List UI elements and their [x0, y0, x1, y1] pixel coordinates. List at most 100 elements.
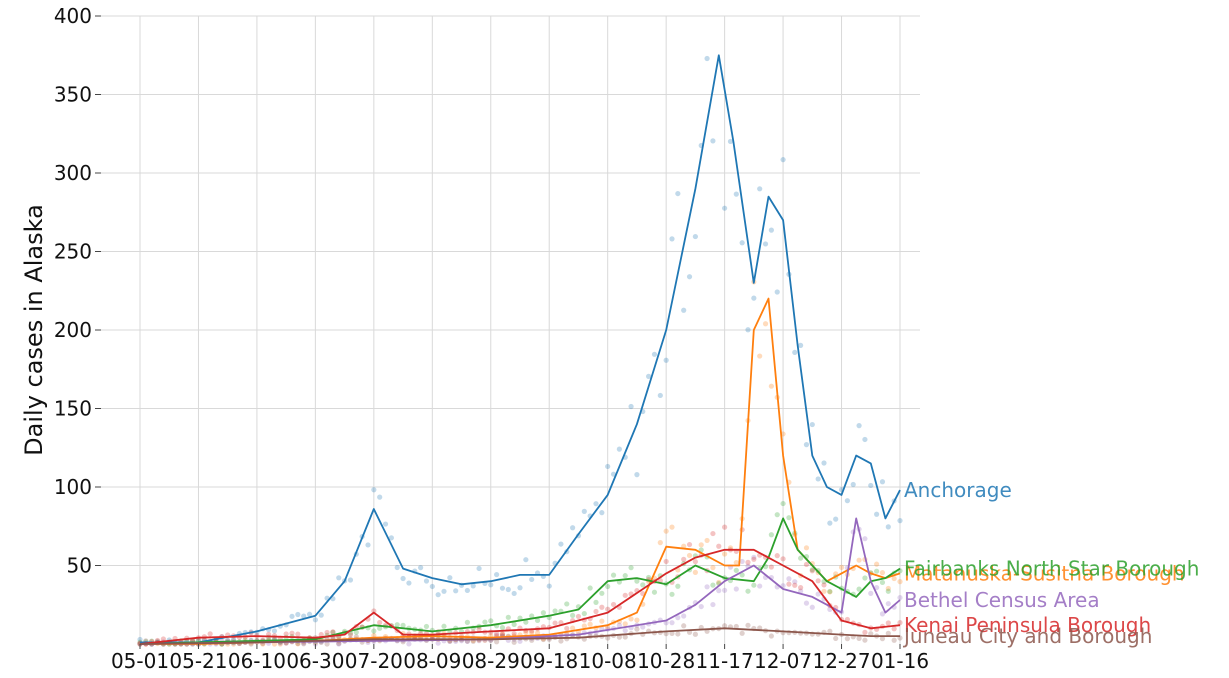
- raw-data-dot: [879, 579, 886, 586]
- raw-data-dot: [505, 614, 511, 620]
- raw-data-dot: [745, 622, 751, 628]
- raw-data-dot: [762, 241, 769, 247]
- x-tick-label: 10-28: [637, 649, 695, 673]
- raw-data-dot: [622, 592, 628, 598]
- raw-data-dot: [482, 619, 488, 625]
- raw-data-dot: [616, 622, 622, 628]
- raw-data-dot: [856, 557, 862, 563]
- raw-data-dot: [570, 525, 576, 531]
- raw-data-dot: [570, 625, 576, 631]
- raw-data-dot: [669, 236, 675, 242]
- raw-data-dot: [564, 625, 570, 632]
- raw-data-dot: [330, 629, 336, 635]
- raw-data-dot: [681, 613, 687, 619]
- raw-data-dot: [394, 564, 400, 571]
- raw-data-dot: [353, 629, 359, 635]
- raw-data-dot: [651, 351, 658, 357]
- raw-data-dot: [137, 636, 143, 643]
- x-axis-ticks: 05-01 05-21 06-10 06-30 07-20 08-09 08-29 09-18…: [111, 644, 929, 673]
- raw-data-dot: [897, 594, 903, 601]
- raw-data-dot: [581, 623, 587, 629]
- raw-data-dot: [593, 501, 599, 507]
- raw-data-dot: [827, 589, 833, 595]
- raw-data-dot: [868, 482, 874, 489]
- raw-data-dot: [833, 635, 839, 642]
- raw-data-dot: [371, 608, 377, 614]
- y-tick-label: 350: [54, 83, 92, 107]
- raw-data-dot: [716, 588, 722, 594]
- raw-data-dot: [523, 619, 529, 625]
- raw-data-dot: [669, 620, 675, 626]
- raw-data-dot: [879, 636, 886, 642]
- raw-data-dot: [862, 637, 868, 643]
- raw-data-dot: [295, 611, 301, 618]
- raw-data-dot: [336, 641, 342, 647]
- raw-data-dot: [494, 631, 500, 637]
- raw-data-dot: [745, 327, 751, 333]
- raw-data-dot: [686, 552, 693, 559]
- raw-data-dot: [657, 540, 663, 546]
- raw-data-dot: [698, 603, 704, 610]
- raw-data-dot: [675, 583, 681, 589]
- raw-data-dot: [768, 633, 774, 639]
- raw-data-dot: [809, 567, 815, 573]
- raw-data-dot: [324, 629, 330, 636]
- raw-data-dot: [757, 583, 763, 589]
- raw-data-dot: [704, 537, 710, 544]
- raw-data-dot: [669, 591, 675, 597]
- series-line-bethel-census-area: [139, 517, 901, 645]
- y-axis-ticks: 50 100 150 200 250 300 350 400: [54, 4, 101, 578]
- raw-data-dot: [306, 611, 313, 617]
- raw-data-dot: [827, 520, 833, 526]
- raw-data-dot: [628, 616, 634, 622]
- raw-data-dot: [570, 612, 576, 619]
- raw-data-dot: [821, 588, 827, 594]
- raw-data-dot: [318, 612, 324, 618]
- raw-data-dot: [716, 543, 722, 549]
- raw-data-dot: [499, 631, 506, 637]
- raw-data-dot: [429, 583, 435, 590]
- raw-data-dot: [803, 600, 810, 606]
- raw-data-dot: [400, 575, 406, 582]
- raw-data-dot: [605, 583, 611, 590]
- raw-data-dot: [616, 446, 622, 452]
- raw-data-dot: [464, 587, 470, 594]
- raw-data-dot: [675, 190, 681, 197]
- raw-data-dot: [575, 613, 582, 620]
- y-axis-label: Daily cases in Alaska: [20, 204, 48, 456]
- raw-data-dot: [406, 641, 412, 647]
- raw-data-dot: [564, 601, 570, 607]
- raw-data-dot: [681, 307, 687, 313]
- raw-data-dot: [523, 557, 529, 563]
- raw-data-dot: [692, 233, 698, 240]
- raw-data-dot: [511, 590, 517, 597]
- raw-data-dot: [879, 479, 886, 485]
- raw-data-dot: [453, 588, 459, 594]
- raw-data-dot: [581, 610, 587, 617]
- raw-data-dot: [301, 613, 307, 619]
- raw-data-dot: [856, 423, 862, 429]
- x-tick-label: 05-21: [169, 649, 227, 673]
- raw-data-dot: [803, 442, 810, 448]
- raw-data-dot: [347, 632, 354, 638]
- raw-data-dot: [640, 582, 646, 588]
- series-line-kenai-peninsula-borough: [139, 548, 901, 645]
- raw-data-dot: [710, 582, 716, 588]
- raw-data-dot: [634, 626, 640, 632]
- raw-data-dot: [692, 631, 698, 637]
- raw-data-dot: [821, 582, 827, 588]
- raw-data-dot: [862, 575, 868, 581]
- raw-data-dot: [739, 558, 745, 565]
- raw-data-dot: [739, 630, 745, 636]
- raw-data-dot: [441, 623, 447, 629]
- raw-data-dot: [815, 476, 821, 482]
- raw-data-dot: [593, 599, 599, 605]
- raw-data-dot: [400, 622, 406, 628]
- raw-data-dot: [599, 618, 605, 624]
- raw-data-dot: [488, 618, 494, 624]
- raw-data-dot: [669, 524, 675, 530]
- raw-data-dot: [371, 487, 377, 493]
- raw-data-dot: [862, 629, 868, 635]
- raw-data-dot: [751, 554, 757, 560]
